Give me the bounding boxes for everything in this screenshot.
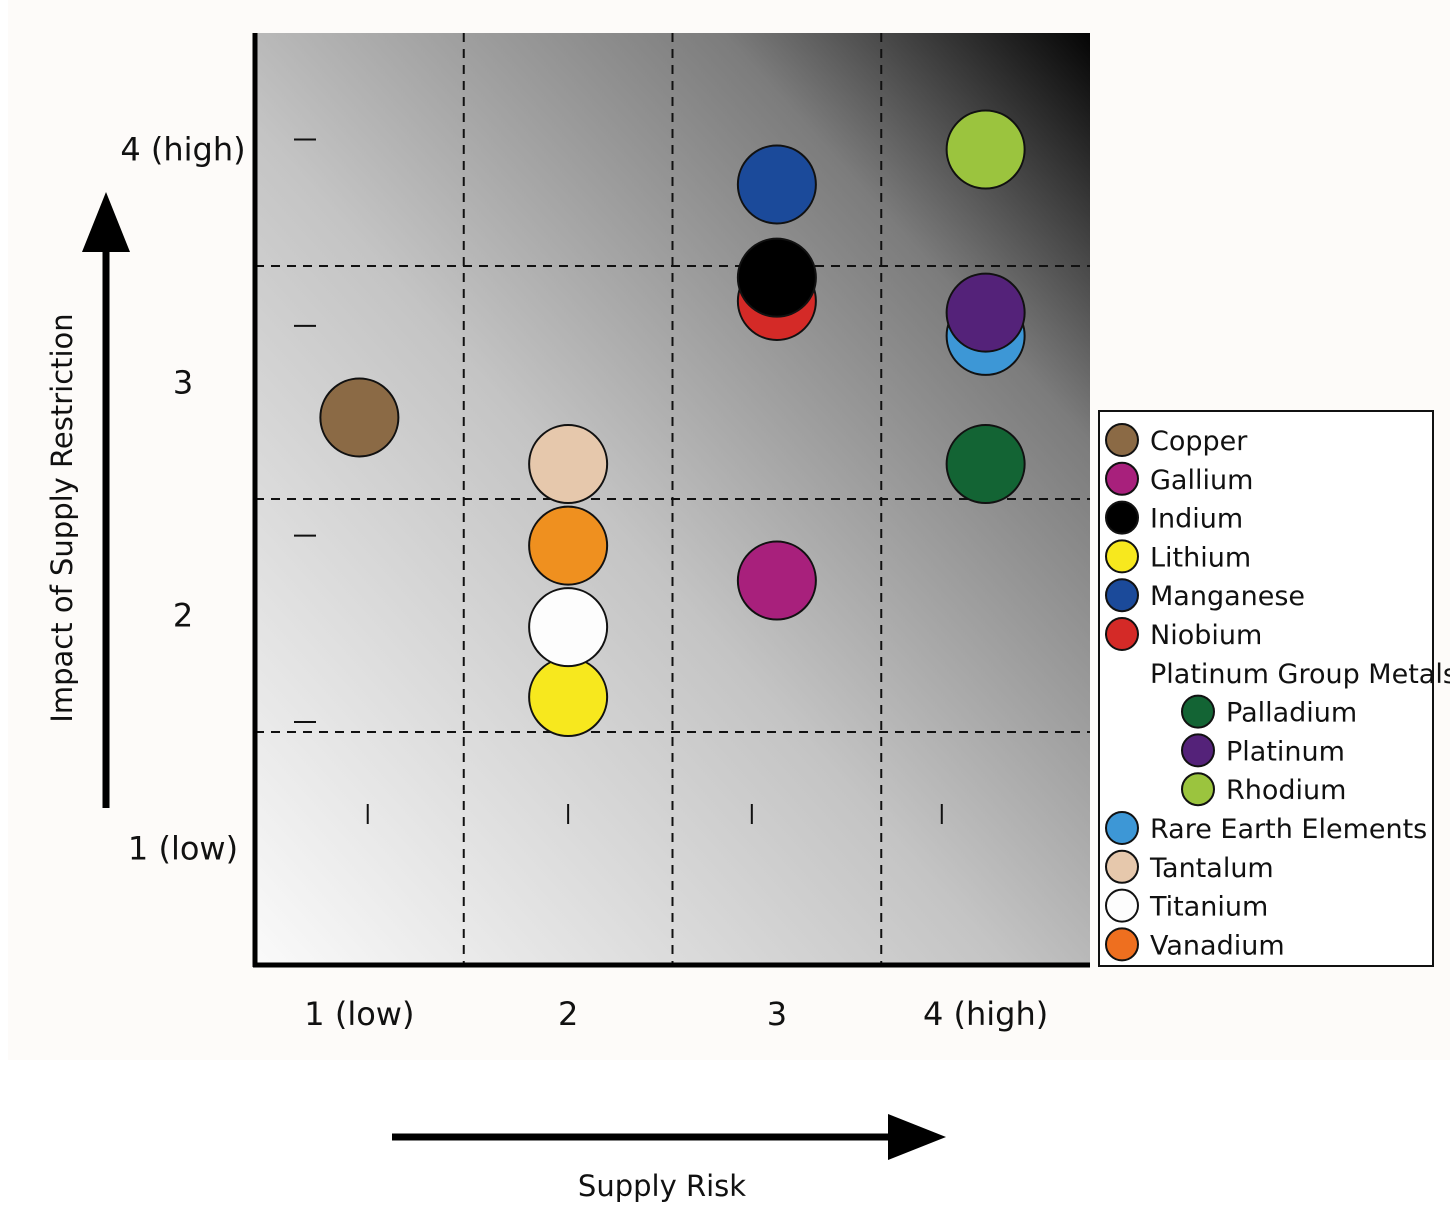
- legend: Copper Gallium Indium Lithium Manganese Niobi…: [1098, 410, 1450, 967]
- point-palladium: [945, 424, 1026, 505]
- legend-swatch-manganese: [1105, 578, 1139, 613]
- legend-label-platinum-group-metals: Platinum Group Metals: [1150, 659, 1450, 690]
- legend-swatch-titanium: [1105, 888, 1139, 923]
- legend-swatch-vanadium: [1105, 927, 1139, 962]
- legend-label-indium: Indium: [1150, 504, 1243, 535]
- legend-box: [1098, 410, 1434, 967]
- point-titanium: [528, 587, 609, 668]
- legend-swatch-rhodium: [1181, 772, 1215, 807]
- legend-label-copper: Copper: [1150, 426, 1248, 457]
- legend-label-palladium: Palladium: [1226, 698, 1357, 729]
- point-manganese: [736, 144, 817, 225]
- y-tick-label: 4 (high): [120, 131, 245, 169]
- legend-label-rhodium: Rhodium: [1226, 775, 1346, 806]
- legend-label-tantalum: Tantalum: [1149, 853, 1274, 884]
- x-tick-labels: 1 (low) 2 3 4 (high): [304, 995, 1048, 1033]
- point-indium: [736, 237, 817, 318]
- grid-lines: [255, 33, 1090, 965]
- point-vanadium: [528, 505, 609, 586]
- legend-swatch-palladium: [1181, 694, 1215, 729]
- legend-swatch-lithium: [1105, 539, 1139, 574]
- legend-swatch-indium: [1105, 500, 1139, 535]
- y-tick-label: 3: [173, 364, 193, 402]
- y-axis-label: Impact of Supply Restriction: [45, 313, 79, 722]
- point-gallium: [736, 540, 817, 621]
- legend-swatch-copper: [1105, 423, 1139, 457]
- x-tick-label: 4 (high): [923, 995, 1048, 1033]
- data-points: [319, 109, 1026, 738]
- y-tick-label: 2: [173, 597, 193, 635]
- x-tick-label: 2: [558, 995, 578, 1033]
- legend-label-manganese: Manganese: [1150, 581, 1305, 612]
- y-axis-arrow-head: [82, 192, 130, 252]
- point-platinum: [945, 272, 1026, 353]
- legend-swatch-tantalum: [1105, 849, 1139, 884]
- legend-label-gallium: Gallium: [1150, 465, 1253, 496]
- legend-swatch-gallium: [1105, 461, 1139, 496]
- legend-label-lithium: Lithium: [1150, 542, 1251, 573]
- point-copper: [319, 377, 400, 458]
- legend-swatch-niobium: [1105, 617, 1139, 651]
- legend-label-vanadium: Vanadium: [1150, 930, 1285, 961]
- y-tick-labels: 1 (low) 2 3 4 (high): [120, 131, 245, 868]
- x-tick-label: 1 (low): [304, 995, 414, 1033]
- legend-swatch-platinum: [1181, 733, 1215, 768]
- y-tick-label: 1 (low): [128, 830, 238, 868]
- minor-tick-marks: [294, 138, 943, 824]
- point-tantalum: [528, 424, 609, 505]
- x-tick-label: 3: [767, 995, 787, 1033]
- point-lithium: [528, 657, 609, 738]
- legend-swatch-rare-earth-elements: [1105, 811, 1139, 845]
- x-axis-arrow-head: [888, 1114, 946, 1160]
- point-rhodium: [945, 109, 1026, 190]
- x-axis-label: Supply Risk: [578, 1169, 746, 1203]
- legend-label-titanium: Titanium: [1149, 892, 1268, 923]
- legend-label-niobium: Niobium: [1150, 620, 1262, 651]
- legend-label-rare-earth-elements: Rare Earth Elements: [1150, 814, 1427, 845]
- legend-label-platinum: Platinum: [1226, 736, 1345, 767]
